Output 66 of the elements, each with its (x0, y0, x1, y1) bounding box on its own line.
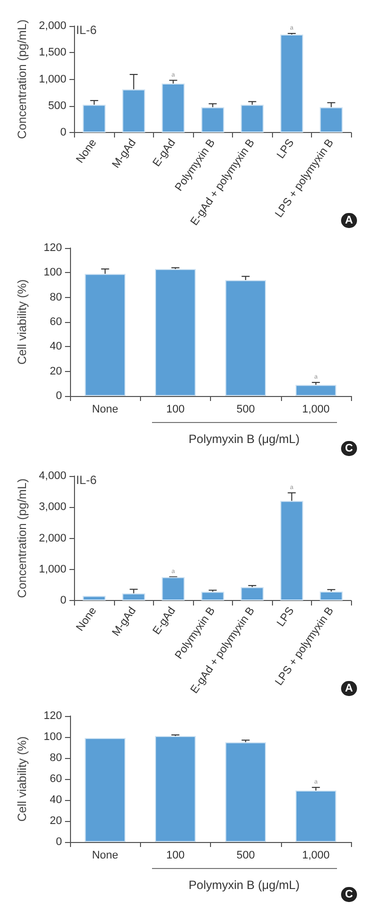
y-tick-label: 0 (60, 126, 66, 138)
x-axis-title: Polymyxin B (μg/mL) (188, 878, 300, 892)
bar (84, 274, 126, 396)
bar (82, 104, 106, 132)
x-tick-label: None (92, 850, 118, 862)
x-tick-label: 500 (236, 850, 255, 862)
bar (162, 84, 185, 132)
y-tick-label: 80 (50, 752, 62, 764)
y-tick-label: 20 (50, 815, 62, 827)
bar (122, 89, 146, 132)
x-tick-label: 500 (236, 404, 255, 416)
bar (296, 384, 336, 396)
y-tick-label: 2,000 (38, 20, 66, 32)
y-tick-label: 1,000 (38, 73, 66, 86)
bar (240, 587, 264, 600)
y-axis-title: Concentration (pg/mL) (15, 20, 29, 139)
x-tick-label: 1,000 (302, 850, 330, 862)
y-tick-label: 100 (44, 731, 62, 743)
text: C (345, 888, 354, 900)
y-tick-label: 500 (48, 100, 66, 112)
bar (280, 500, 304, 600)
bar (162, 577, 185, 600)
y-axis-title: Cell viability (%) (15, 279, 29, 365)
y-tick-label: 120 (44, 242, 62, 254)
bar (82, 596, 106, 600)
bar (320, 591, 343, 600)
bar (320, 107, 343, 132)
bar (225, 280, 266, 396)
bar (225, 742, 266, 842)
y-tick-label: 2,000 (38, 532, 66, 544)
chart-title: IL-6 (76, 473, 98, 487)
y-tick-label: 40 (50, 340, 62, 353)
bar (296, 790, 336, 842)
text: A (345, 682, 354, 694)
y-tick-label: 100 (44, 266, 62, 279)
x-tick-label: None (92, 404, 118, 416)
bar (122, 593, 146, 600)
x-axis-title: Polymyxin B (μg/mL) (188, 432, 300, 446)
bar (280, 34, 304, 132)
y-tick-label: 0 (56, 836, 62, 848)
bar (155, 736, 196, 842)
x-tick-label: 1,000 (302, 404, 330, 416)
bar (240, 104, 264, 132)
bar (84, 738, 126, 842)
chart-title: IL-6 (76, 23, 98, 37)
y-tick-label: 1,500 (38, 46, 66, 59)
bar (201, 592, 224, 600)
y-tick-label: 80 (50, 291, 62, 304)
text: C (345, 442, 354, 454)
y-tick-label: 60 (50, 316, 62, 328)
y-axis-title: Cell viability (%) (15, 736, 29, 822)
y-tick-label: 3,000 (38, 501, 66, 514)
text: A (345, 214, 354, 226)
y-tick-label: 60 (50, 773, 62, 785)
x-tick-label: 100 (166, 850, 185, 862)
bar (201, 107, 224, 132)
y-axis-title: Concentration (pg/mL) (15, 478, 29, 598)
y-tick-label: 0 (56, 390, 62, 402)
y-tick-label: 4,000 (38, 470, 66, 482)
y-tick-label: 120 (44, 710, 62, 722)
y-tick-label: 40 (50, 794, 62, 806)
y-tick-label: 0 (60, 594, 66, 606)
y-tick-label: 20 (50, 365, 62, 378)
y-tick-label: 1,000 (38, 563, 66, 576)
x-tick-label: 100 (166, 404, 185, 416)
bar (155, 268, 196, 396)
